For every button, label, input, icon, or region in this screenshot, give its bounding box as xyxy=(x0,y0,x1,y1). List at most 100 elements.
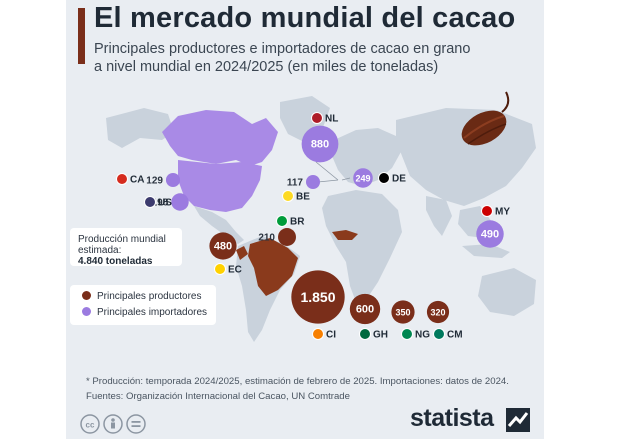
subtitle-line-2: a nivel mundial en 2024/2025 (en miles d… xyxy=(94,59,439,75)
producer-value-ng: 350 xyxy=(395,308,410,318)
statista-brand[interactable]: statista xyxy=(410,404,494,433)
importer-value-nl: 880 xyxy=(311,139,329,151)
cocoa-pod-ridge-1 xyxy=(463,115,505,139)
page-subtitle: Principales productores e importadores d… xyxy=(94,40,534,76)
importer-bubble-be xyxy=(306,175,320,189)
bubbles: 1.850 600 480 350 320 210 880 490 249 198 129 117 xyxy=(146,125,504,325)
importer-bubble-de xyxy=(353,168,373,188)
map-mexico-central-america xyxy=(194,206,244,244)
producer-bubble-cm xyxy=(426,300,450,324)
flag-be-icon xyxy=(282,190,294,202)
importer-bubble-us xyxy=(171,193,189,211)
subtitle-line-1: Principales productores e importadores d… xyxy=(94,41,471,57)
importer-code-de: DE xyxy=(392,174,406,185)
importer-bubble-my xyxy=(476,220,504,248)
importer-value-ca: 129 xyxy=(146,176,163,187)
map-alaska xyxy=(106,108,174,148)
importer-code-nl: NL xyxy=(325,114,338,125)
legend-producer-dot-icon xyxy=(82,291,91,300)
importer-code-my: MY xyxy=(495,207,510,218)
connector-lines xyxy=(315,161,351,183)
importer-value-be: 117 xyxy=(287,178,304,189)
flag-ec-icon xyxy=(214,263,226,275)
importer-code-be: BE xyxy=(296,192,310,203)
production-estimate-box: Producción mundial estimada: 4.840 tonel… xyxy=(70,228,182,267)
importer-bubble-ca xyxy=(165,172,181,188)
producer-bubble-ng xyxy=(391,300,415,324)
producer-code-gh: GH xyxy=(373,330,388,341)
importer-code-us: US xyxy=(158,198,172,209)
nd-icon xyxy=(126,414,146,434)
map-india xyxy=(426,196,452,236)
producer-bubble-br xyxy=(278,228,296,246)
cc-icon: cc xyxy=(80,414,100,434)
flag-ci-icon xyxy=(312,328,324,340)
importer-value-my: 490 xyxy=(481,229,499,241)
world-map-chart: 1.850 600 480 350 320 210 880 490 249 198 129 117 C… xyxy=(106,91,536,342)
map-brazil xyxy=(248,238,298,296)
map-ecuador xyxy=(236,246,248,260)
flag-nl-icon xyxy=(311,112,323,124)
producer-code-cm: CM xyxy=(447,330,463,341)
cocoa-pod-illustration xyxy=(461,91,510,146)
producer-bubble-ci xyxy=(291,270,345,324)
cocoa-pod-stem xyxy=(501,91,510,113)
flag-de-icon xyxy=(378,172,390,184)
producer-value-br: 210 xyxy=(258,233,275,244)
producer-bubble-ec xyxy=(209,232,237,260)
connector-be xyxy=(317,179,339,183)
producer-bubble-gh xyxy=(349,293,381,325)
flag-us-icon xyxy=(144,196,156,208)
map-usa xyxy=(178,160,262,212)
cocoa-pod-ridge-2 xyxy=(467,123,507,145)
production-line-3: 4.840 toneladas xyxy=(78,256,182,267)
legend: Principales productores Principales impo… xyxy=(70,285,216,325)
importer-code-ca: CA xyxy=(130,175,144,186)
production-total: 4.840 toneladas xyxy=(78,256,153,267)
legend-item-producers: Principales productores xyxy=(82,291,202,302)
footnote: * Producción: temporada 2024/2025, estim… xyxy=(86,374,509,404)
map-asia xyxy=(396,108,536,206)
producer-value-cm: 320 xyxy=(430,308,445,318)
flag-gh-icon xyxy=(359,328,371,340)
map-canada xyxy=(162,110,278,166)
by-icon xyxy=(103,414,123,434)
map-west-africa-producers xyxy=(332,230,358,240)
producer-code-br: BR xyxy=(290,217,305,228)
production-line-1: Producción mundial xyxy=(78,234,166,245)
map-indonesia xyxy=(462,244,510,258)
producer-code-ec: EC xyxy=(228,265,242,276)
legend-importers-label: Principales importadores xyxy=(97,307,208,318)
map-europe xyxy=(332,128,402,186)
footnote-line-1: * Producción: temporada 2024/2025, estim… xyxy=(86,376,509,387)
producer-value-ec: 480 xyxy=(214,241,232,253)
legend-item-importers: Principales importadores xyxy=(82,307,207,318)
producer-value-gh: 600 xyxy=(356,304,374,316)
map-africa xyxy=(322,190,402,302)
flag-my-icon xyxy=(481,205,493,217)
flags: CI GH EC NG CM BR NL MY DE US CA BE xyxy=(116,112,510,341)
flag-ca-icon xyxy=(116,173,128,185)
title-accent-bar xyxy=(78,8,85,64)
map-australia xyxy=(478,268,536,316)
flag-cm-icon xyxy=(433,328,445,340)
statista-logo-icon xyxy=(506,408,530,432)
world-map xyxy=(106,96,536,342)
flag-ng-icon xyxy=(401,328,413,340)
footnote-line-2: Fuentes: Organización Internacional del … xyxy=(86,391,350,402)
producer-code-ng: NG xyxy=(415,330,430,341)
production-line-2: estimada: xyxy=(78,245,122,256)
brand-name: statista xyxy=(410,404,494,432)
importer-value-us: 198 xyxy=(152,198,169,209)
producer-value-ci: 1.850 xyxy=(300,289,335,305)
license-icons: cc xyxy=(80,414,146,434)
svg-text:cc: cc xyxy=(86,421,95,430)
legend-producers-label: Principales productores xyxy=(97,291,202,302)
producer-code-ci: CI xyxy=(326,330,336,341)
connector-de xyxy=(341,177,351,181)
connector-nl xyxy=(315,161,339,181)
flag-br-icon xyxy=(276,215,288,227)
legend-importer-dot-icon xyxy=(82,307,91,316)
importer-bubble-nl xyxy=(301,125,339,163)
infographic: El mercado mundial del cacao Principales… xyxy=(66,0,544,439)
